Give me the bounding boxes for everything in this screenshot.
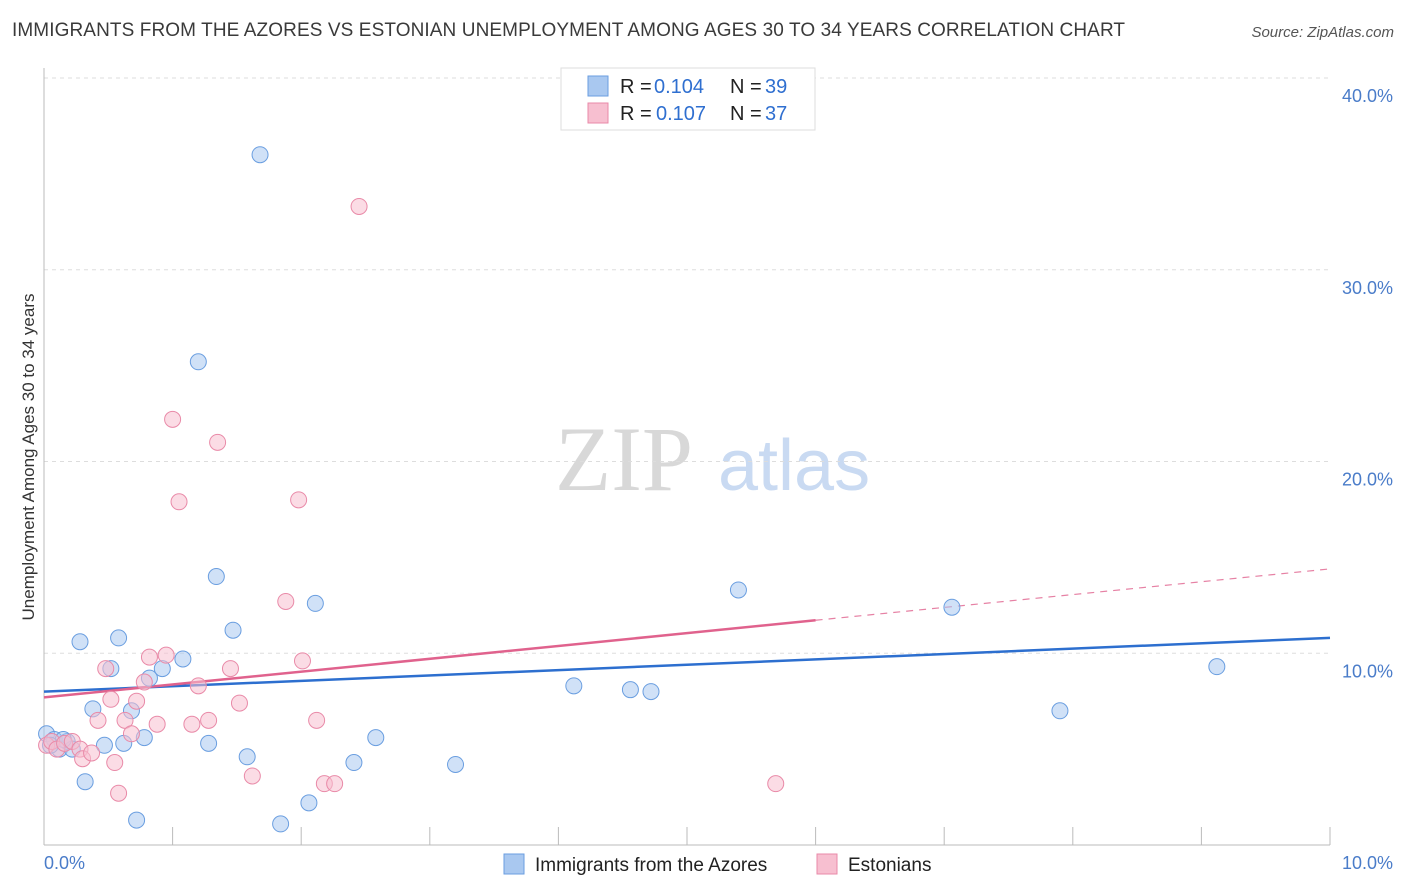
bottom-legend-swatch-estonians <box>817 854 837 874</box>
legend-swatch-azores <box>588 76 608 96</box>
point-estonians-35 <box>351 198 367 214</box>
point-azores-23 <box>252 147 268 163</box>
bottom-legend-swatch-azores <box>504 854 524 874</box>
point-estonians-10 <box>103 691 119 707</box>
point-estonians-14 <box>123 726 139 742</box>
legend-r-label-azores: R = <box>620 76 652 98</box>
point-estonians-22 <box>184 716 200 732</box>
point-estonians-19 <box>158 647 174 663</box>
trend-line-estonians-extension <box>816 569 1330 620</box>
point-estonians-8 <box>90 712 106 728</box>
point-azores-34 <box>944 599 960 615</box>
point-azores-27 <box>346 755 362 771</box>
watermark-atlas: atlas <box>718 426 870 506</box>
point-estonians-11 <box>107 755 123 771</box>
point-azores-21 <box>225 622 241 638</box>
point-estonians-32 <box>309 712 325 728</box>
point-estonians-27 <box>231 695 247 711</box>
legend-r-value-estonians: 0.107 <box>656 103 706 125</box>
legend-n-label-azores: N = <box>730 76 762 98</box>
point-estonians-30 <box>291 492 307 508</box>
point-azores-36 <box>1209 659 1225 675</box>
point-estonians-9 <box>98 661 114 677</box>
point-azores-25 <box>301 795 317 811</box>
point-estonians-25 <box>210 434 226 450</box>
point-azores-29 <box>448 756 464 772</box>
point-estonians-23 <box>190 678 206 694</box>
point-estonians-34 <box>327 776 343 792</box>
point-estonians-29 <box>278 593 294 609</box>
point-azores-31 <box>622 682 638 698</box>
point-estonians-12 <box>111 785 127 801</box>
y-tick-label-3: 40.0% <box>1342 86 1393 106</box>
point-azores-10 <box>111 630 127 646</box>
point-azores-35 <box>1052 703 1068 719</box>
y-tick-label-2: 30.0% <box>1342 278 1393 298</box>
y-tick-labels: 10.0% 20.0% 30.0% 40.0% <box>1342 86 1393 681</box>
point-azores-19 <box>201 735 217 751</box>
bottom-legend: Immigrants from the Azores Estonians <box>504 854 931 876</box>
point-azores-5 <box>72 634 88 650</box>
y-tick-label-1: 20.0% <box>1342 470 1393 490</box>
grid-lines <box>44 78 1330 653</box>
point-azores-32 <box>643 684 659 700</box>
point-azores-13 <box>129 812 145 828</box>
y-tick-label-0: 10.0% <box>1342 661 1393 681</box>
point-estonians-28 <box>244 768 260 784</box>
bottom-legend-label-azores: Immigrants from the Azores <box>535 855 767 876</box>
point-estonians-17 <box>141 649 157 665</box>
point-azores-22 <box>239 749 255 765</box>
x-tick-label-0: 0.0% <box>44 853 85 873</box>
legend-r-value-azores: 0.104 <box>654 76 704 98</box>
point-estonians-16 <box>136 674 152 690</box>
point-azores-28 <box>368 730 384 746</box>
point-estonians-7 <box>84 745 100 761</box>
point-estonians-36 <box>768 776 784 792</box>
legend-r-label-estonians: R = <box>620 103 652 125</box>
point-azores-17 <box>175 651 191 667</box>
point-azores-18 <box>190 354 206 370</box>
watermark-zip: ZIP <box>555 408 693 510</box>
point-azores-6 <box>77 774 93 790</box>
point-azores-30 <box>566 678 582 694</box>
scatter-chart: ZIP atlas 10.0% 20.0% 30.0% 40.0% 0.0% 10.0%… <box>0 0 1406 892</box>
point-azores-33 <box>730 582 746 598</box>
point-estonians-26 <box>222 661 238 677</box>
legend-n-value-estonians: 37 <box>765 103 787 125</box>
point-estonians-31 <box>294 653 310 669</box>
legend-n-value-azores: 39 <box>765 76 787 98</box>
point-estonians-24 <box>201 712 217 728</box>
point-estonians-15 <box>129 693 145 709</box>
point-estonians-21 <box>171 494 187 510</box>
point-estonians-20 <box>165 411 181 427</box>
point-azores-24 <box>273 816 289 832</box>
y-axis-label: Unemployment Among Ages 30 to 34 years <box>19 294 38 621</box>
point-azores-20 <box>208 569 224 585</box>
x-tick-label-1: 10.0% <box>1342 853 1393 873</box>
bottom-legend-label-estonians: Estonians <box>848 855 931 876</box>
legend-swatch-estonians <box>588 103 608 123</box>
point-estonians-18 <box>149 716 165 732</box>
legend-box: R = 0.104 N = 39 R = 0.107 N = 37 <box>561 68 815 130</box>
legend-n-label-estonians: N = <box>730 103 762 125</box>
point-azores-26 <box>307 595 323 611</box>
